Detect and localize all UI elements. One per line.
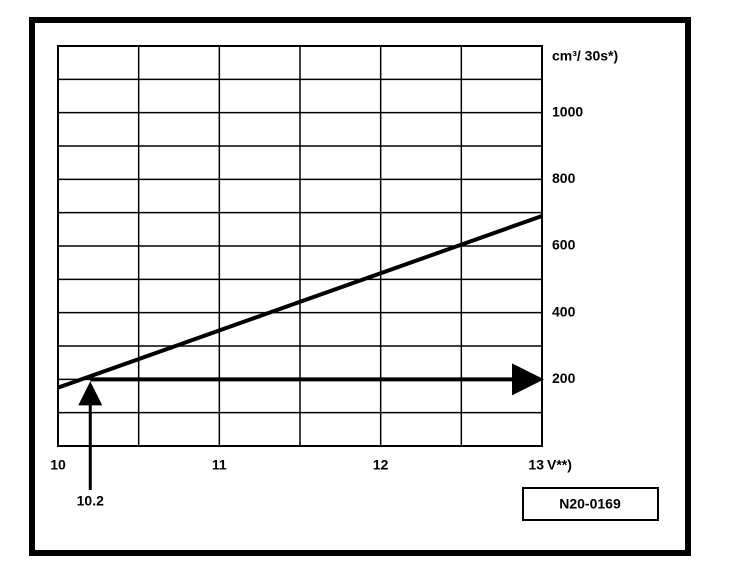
y-tick-label: 400 bbox=[552, 303, 576, 319]
x-axis-title: V**) bbox=[547, 457, 572, 473]
data-line bbox=[57, 214, 543, 390]
marker-label: 10.2 bbox=[77, 493, 104, 509]
y-tick-label: 1000 bbox=[552, 103, 583, 119]
x-tick-label: 10 bbox=[50, 457, 66, 473]
x-tick-label: 13 bbox=[528, 457, 544, 473]
y-tick-label: 200 bbox=[552, 370, 576, 386]
y-tick-label: 800 bbox=[552, 170, 576, 186]
code-box bbox=[522, 487, 659, 521]
figure-code: N20-0169 bbox=[559, 496, 621, 512]
x-tick-label: 12 bbox=[373, 457, 389, 473]
outer-frame bbox=[29, 17, 691, 556]
x-tick-label: 11 bbox=[212, 457, 227, 473]
y-tick-label: 600 bbox=[552, 237, 576, 253]
y-axis-title: cm³/ 30s*) bbox=[552, 48, 618, 64]
